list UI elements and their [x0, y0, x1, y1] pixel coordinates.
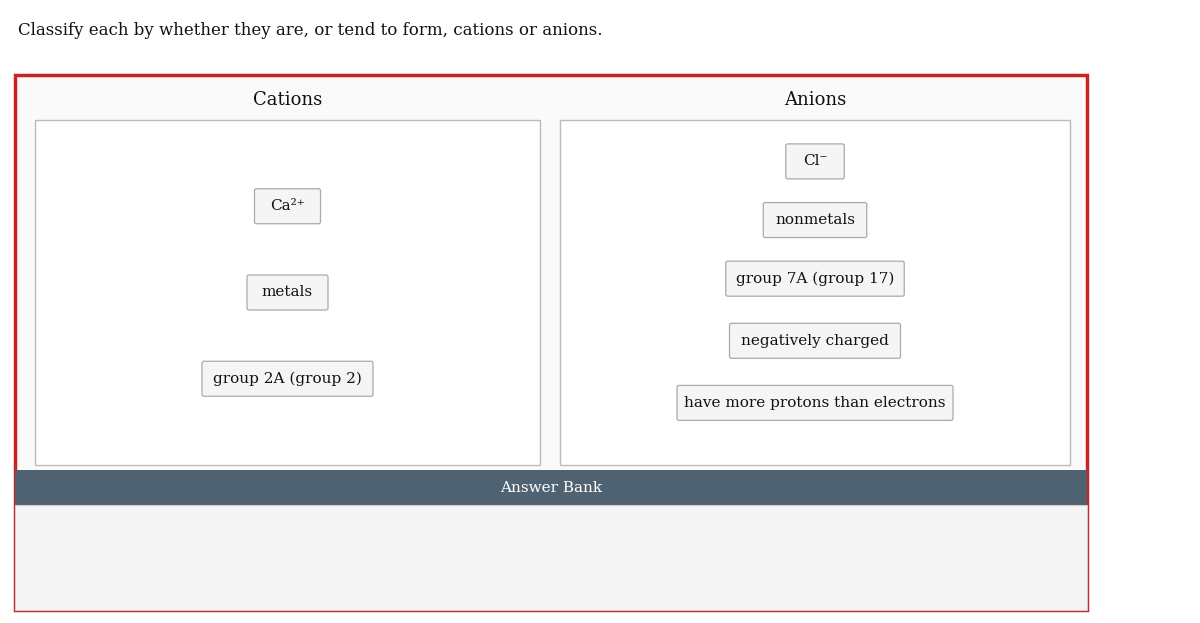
FancyBboxPatch shape	[254, 189, 320, 224]
FancyBboxPatch shape	[247, 275, 328, 310]
Text: Cations: Cations	[253, 91, 322, 109]
Text: Anions: Anions	[784, 91, 846, 109]
FancyBboxPatch shape	[726, 261, 905, 296]
FancyBboxPatch shape	[560, 120, 1070, 465]
FancyBboxPatch shape	[786, 144, 845, 179]
FancyBboxPatch shape	[763, 202, 866, 237]
FancyBboxPatch shape	[14, 470, 1087, 505]
Text: Classify each by whether they are, or tend to form, cations or anions.: Classify each by whether they are, or te…	[18, 22, 602, 39]
FancyBboxPatch shape	[202, 361, 373, 396]
Text: group 2A (group 2): group 2A (group 2)	[214, 371, 362, 386]
Text: metals: metals	[262, 285, 313, 300]
Text: nonmetals: nonmetals	[775, 213, 854, 227]
FancyBboxPatch shape	[677, 386, 953, 421]
Text: Answer Bank: Answer Bank	[500, 480, 602, 495]
Text: Cl⁻: Cl⁻	[803, 155, 827, 168]
Text: Ca²⁺: Ca²⁺	[270, 199, 305, 213]
Text: group 7A (group 17): group 7A (group 17)	[736, 272, 894, 286]
FancyBboxPatch shape	[730, 323, 900, 358]
FancyBboxPatch shape	[14, 75, 1087, 610]
FancyBboxPatch shape	[14, 505, 1087, 610]
FancyBboxPatch shape	[35, 120, 540, 465]
Text: have more protons than electrons: have more protons than electrons	[684, 396, 946, 410]
Text: negatively charged: negatively charged	[742, 334, 889, 348]
